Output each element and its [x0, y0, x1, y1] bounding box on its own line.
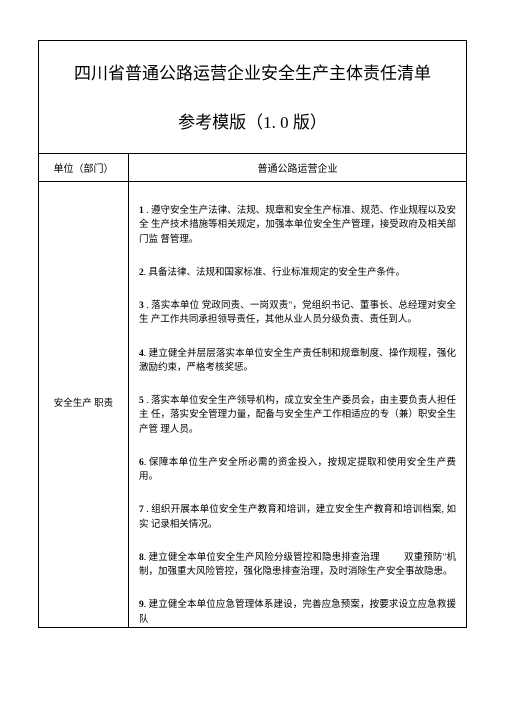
list-item: 1 . 遵守安全生产法律、法规、规章和安全生产标准、规范、作业规程以及安全 生产… — [139, 204, 456, 247]
item-text: . 落实本单位 党政同责、一岗双责"，党组织书记、董事长、总经理对安全生 产工作… — [139, 301, 456, 325]
item-text: . 保障本单位生产安全所必需的资金投入，按规定提取和使用安全生产费用。 — [139, 458, 456, 482]
list-item: 7 . 组织开展本单位安全生产教育和培训，建立安全生产教育和培训档案, 如实 记… — [139, 503, 456, 532]
item-text: . 建立健全并层层落实本单位安全生产责任制和规章制度、操作规程，强化激励约束，严… — [139, 349, 456, 373]
list-item: 3 . 落实本单位 党政同责、一岗双责"，党组织书记、董事长、总经理对安全生 产… — [139, 299, 456, 328]
item-text: . 建立健全本单位安全生产风险分级管控和隐患排查治理 — [144, 553, 380, 563]
item-text: . 组织开展本单位安全生产教育和培训，建立安全生产教育和培训档案, 如实 记录相… — [139, 505, 456, 529]
content-row: 安全生产 职责 1 . 遵守安全生产法律、法规、规章和安全生产标准、规范、作业规… — [39, 182, 466, 627]
list-item: 6. 保障本单位生产安全所必需的资金投入，按规定提取和使用安全生产费用。 — [139, 456, 456, 485]
item-text: . 具备法律、法规和国家标准、行业标准规定的安全生产条件。 — [144, 268, 405, 278]
list-item: 4. 建立健全并层层落实本单位安全生产责任制和规章制度、操作规程，强化激励约束，… — [139, 347, 456, 376]
doc-title-2: 参考模版（1. 0 版） — [49, 108, 456, 133]
items-container: 1 . 遵守安全生产法律、法规、规章和安全生产标准、规范、作业规程以及安全 生产… — [129, 182, 466, 627]
doc-title-1: 四川省普通公路运营企业安全生产主体责任清单 — [49, 59, 456, 84]
title-block: 四川省普通公路运营企业安全生产主体责任清单 参考模版（1. 0 版） — [39, 41, 466, 154]
list-item: 5 . 落实本单位安全生产领导机构，成立安全生产委员会，由主要负责人担任主 任，… — [139, 394, 456, 437]
header-row: 单位（部门） 普通公路运营企业 — [39, 154, 466, 182]
unit-value: 普通公路运营企业 — [129, 154, 466, 181]
item-text: . 遵守安全生产法律、法规、规章和安全生产标准、规范、作业规程以及安全 生产技术… — [139, 206, 456, 245]
list-item: 9. 建立健全本单位应急管理体系建设，完善应急预案，按要求设立应急救援队 — [139, 598, 456, 627]
unit-label: 单位（部门） — [39, 154, 129, 181]
list-item: 8. 建立健全本单位安全生产风险分级管控和隐患排查治理双重预防"机制，加强重大风… — [139, 551, 456, 580]
item-text: . 建立健全本单位应急管理体系建设，完善应急预案，按要求设立应急救援队 — [139, 600, 456, 624]
list-item: 2. 具备法律、法规和国家标准、行业标准规定的安全生产条件。 — [139, 266, 456, 280]
category-label: 安全生产 职责 — [39, 182, 129, 627]
item-text: . 落实本单位安全生产领导机构，成立安全生产委员会，由主要负责人担任主 任，落实… — [139, 396, 456, 435]
